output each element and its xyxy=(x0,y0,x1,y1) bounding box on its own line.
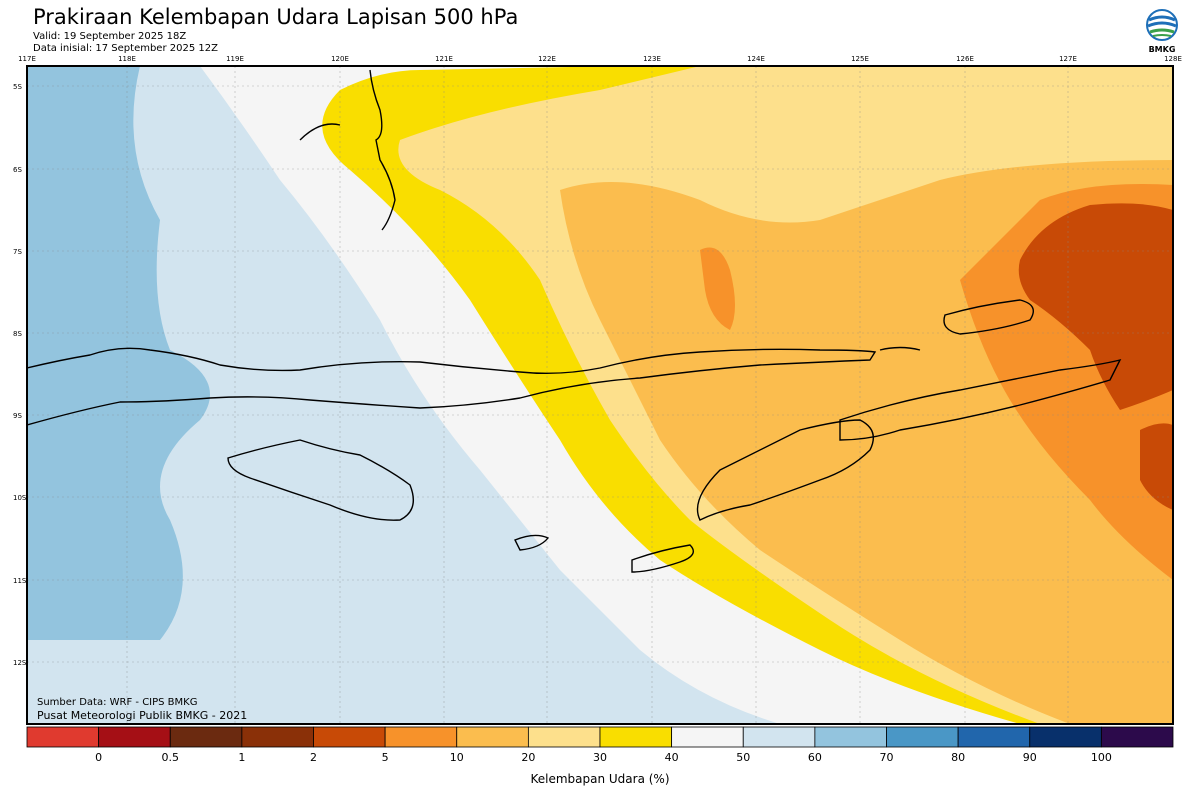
colorbar-swatch xyxy=(599,726,673,748)
lat-tick-labels: 5S 6S 7S 8S 9S 10S 11S 12S xyxy=(13,83,27,667)
lon-tick-labels: 117E 118E 119E 120E 121E 122E 123E 124E 125E 126E… xyxy=(18,55,1182,63)
colorbar-tick-label: 10 xyxy=(450,751,464,764)
lon-tick-label: 126E xyxy=(956,55,974,63)
lon-tick-label: 123E xyxy=(643,55,661,63)
colorbar-swatch xyxy=(384,726,458,748)
coastlines xyxy=(27,69,1122,573)
lon-tick-label: 120E xyxy=(331,55,349,63)
colorbar-tick-label: 2 xyxy=(310,751,317,764)
colorbar-swatch xyxy=(456,726,529,748)
lat-tick-label: 12S xyxy=(13,659,27,667)
colorbar-tick-label: 90 xyxy=(1023,751,1037,764)
island-sumba xyxy=(227,439,414,521)
island-timor xyxy=(696,419,874,521)
colorbar-swatch xyxy=(957,726,1031,748)
colorbar-tick-label: 100 xyxy=(1091,751,1112,764)
island-alor xyxy=(879,346,921,351)
colorbar-swatch xyxy=(241,726,314,748)
colorbar: 0 0.5 1 2 5 10 20 30 40 50 60 70 80 90 100 xyxy=(26,726,1174,764)
lon-tick-label: 119E xyxy=(226,55,244,63)
lat-tick-label: 5S xyxy=(13,83,22,91)
lon-tick-label: 125E xyxy=(851,55,869,63)
colorbar-tick-label: 60 xyxy=(808,751,822,764)
island-rote xyxy=(631,544,694,573)
lon-tick-label: 128E xyxy=(1164,55,1182,63)
colorbar-swatch xyxy=(1100,726,1174,748)
logo-text: BMKG xyxy=(1148,45,1176,54)
colorbar-tick-label: 5 xyxy=(382,751,389,764)
lon-tick-label: 124E xyxy=(747,55,765,63)
colorbar-tick-label: 20 xyxy=(521,751,535,764)
lon-tick-label: 121E xyxy=(435,55,453,63)
map-title: Prakiraan Kelembapan Udara Lapisan 500 h… xyxy=(33,5,519,29)
init-time: Data inisial: 17 September 2025 12Z xyxy=(33,43,218,54)
colorbar-tick-label: 0.5 xyxy=(162,751,180,764)
colorbar-swatch xyxy=(814,726,887,748)
contour-60-70 xyxy=(27,66,210,640)
lon-tick-label: 117E xyxy=(18,55,36,63)
data-source: Sumber Data: WRF - CIPS BMKG xyxy=(37,697,198,708)
colorbar-swatch xyxy=(26,726,100,748)
lat-tick-label: 6S xyxy=(13,166,22,174)
colorbar-swatch xyxy=(742,726,816,748)
lat-tick-label: 10S xyxy=(13,494,27,502)
lat-tick-label: 7S xyxy=(13,248,22,256)
lon-tick-label: 118E xyxy=(118,55,136,63)
island-timor-east xyxy=(839,358,1122,441)
valid-time: Valid: 19 September 2025 18Z xyxy=(33,31,187,42)
colorbar-swatch xyxy=(313,726,386,748)
lat-tick-label: 11S xyxy=(13,577,27,585)
colorbar-swatch xyxy=(886,726,959,748)
colorbar-tick-label: 1 xyxy=(238,751,245,764)
contour-2-5 xyxy=(1018,203,1173,410)
lon-tick-label: 122E xyxy=(538,55,556,63)
colorbar-swatch xyxy=(527,726,601,748)
colorbar-swatch xyxy=(169,726,243,748)
colorbar-swatch xyxy=(671,726,744,748)
lat-tick-label: 9S xyxy=(13,412,22,420)
island-sulawesi xyxy=(299,69,396,231)
island-sabu xyxy=(514,534,550,551)
colorbar-tick-label: 70 xyxy=(880,751,894,764)
lon-tick-label: 127E xyxy=(1059,55,1077,63)
colorbar-tick-label: 40 xyxy=(665,751,679,764)
colorbar-tick-label: 50 xyxy=(736,751,750,764)
bmkg-logo-icon xyxy=(1146,9,1178,41)
colorbar-label: Kelembapan Udara (%) xyxy=(530,772,670,786)
island-wetar xyxy=(943,299,1034,335)
lat-tick-label: 8S xyxy=(13,330,22,338)
colorbar-swatch xyxy=(1029,726,1102,748)
colorbar-tick-label: 30 xyxy=(593,751,607,764)
island-sumbawa-lombok xyxy=(27,347,877,426)
colorbar-tick-label: 80 xyxy=(951,751,965,764)
colorbar-swatch xyxy=(98,726,171,748)
organization: Pusat Meteorologi Publik BMKG - 2021 xyxy=(37,709,248,722)
colorbar-tick-label: 0 xyxy=(95,751,102,764)
